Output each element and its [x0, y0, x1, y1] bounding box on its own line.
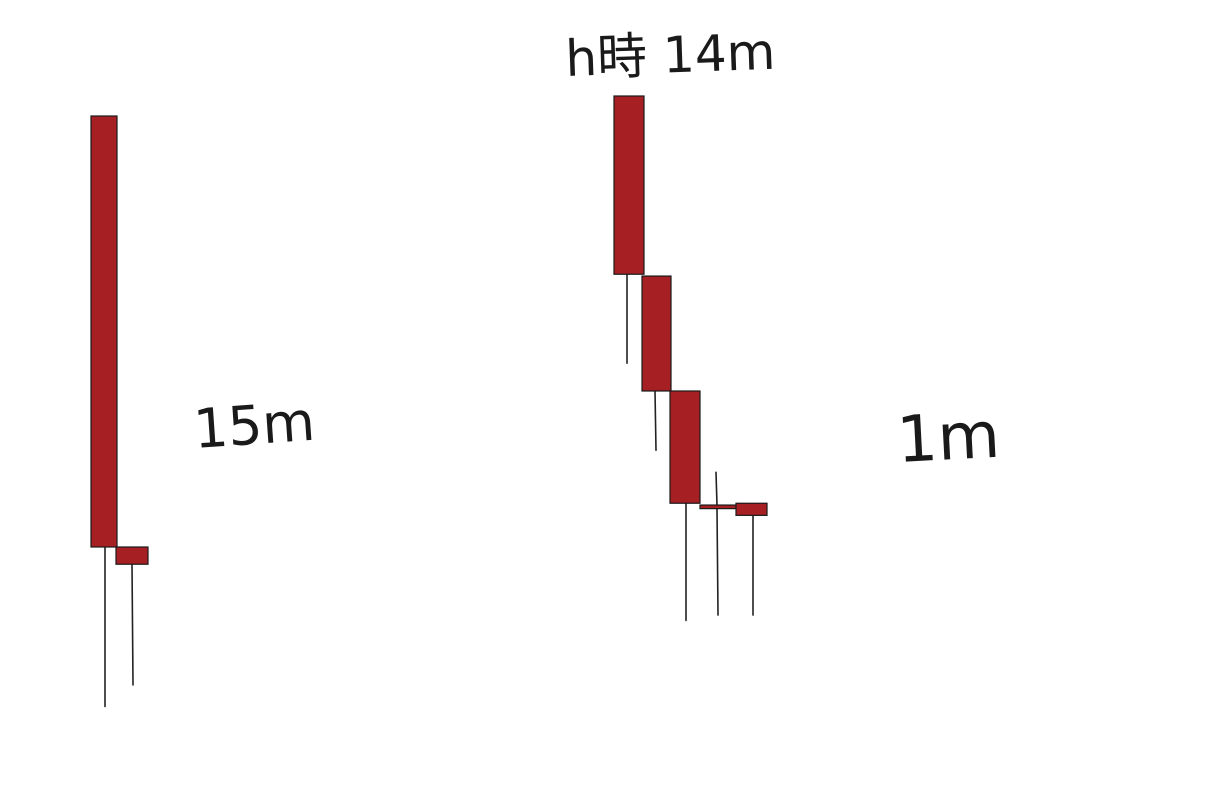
top-annotation: h時 14m	[564, 23, 776, 88]
timeframe-label-15m: 15m	[192, 390, 317, 461]
candle-0-0-body	[90, 115, 118, 548]
panel-1m	[613, 95, 768, 622]
candle-1-3-lower-wick	[716, 507, 719, 616]
candle-1-0-body	[613, 95, 645, 275]
candle-1-1-body	[641, 275, 672, 392]
panel-15m	[90, 115, 149, 708]
candle-1-2-body	[669, 390, 701, 504]
candle-0-1-lower-wick	[131, 563, 134, 686]
candle-1-3-body	[699, 504, 737, 510]
candle-1-3-upper-wick	[715, 471, 718, 506]
candle-1-4-body	[735, 502, 768, 516]
timeframe-label-1m: 1m	[895, 399, 1002, 478]
candle-1-1-lower-wick	[654, 390, 657, 452]
candle-0-1-body	[115, 546, 149, 565]
